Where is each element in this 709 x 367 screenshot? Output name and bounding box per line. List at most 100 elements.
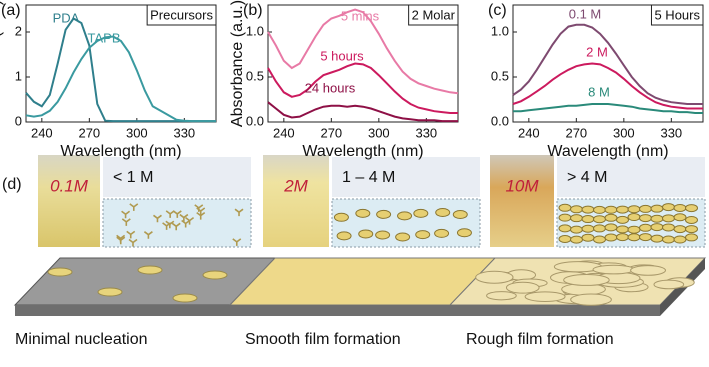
crystal <box>397 211 413 221</box>
crystal <box>558 203 572 212</box>
box-label-frame <box>650 4 704 26</box>
x-tick-label: 240 <box>31 125 53 140</box>
crystal <box>685 204 698 213</box>
x-tick-label: 270 <box>565 125 587 140</box>
crystal <box>685 233 698 242</box>
crystal <box>570 205 583 214</box>
substrate-bare <box>13 257 277 306</box>
y-tick-label: 1.0 <box>491 23 509 38</box>
crystal <box>570 235 583 244</box>
crystal <box>639 233 652 242</box>
y-axis-label: Absorbance (a.u.) <box>0 0 4 127</box>
crystal <box>558 234 572 243</box>
crystal <box>650 204 664 213</box>
crystal <box>375 230 391 240</box>
series-label: 24 hours <box>305 80 356 95</box>
film-crystal <box>202 270 228 280</box>
crystal <box>673 225 687 234</box>
panel-label: (b) <box>243 2 263 19</box>
x-tick-label: 270 <box>78 125 100 140</box>
crystal <box>413 208 429 218</box>
crystal <box>333 212 349 222</box>
range-box <box>103 157 251 197</box>
jar-label: 10M <box>505 176 539 195</box>
nucleus <box>234 208 244 217</box>
crystal <box>604 205 618 214</box>
line-series <box>267 62 458 114</box>
box-label: 2 Molar <box>412 7 456 22</box>
crystal <box>627 225 641 234</box>
crystal <box>639 204 652 213</box>
jar-photo <box>38 155 100 247</box>
crystal <box>336 231 352 241</box>
jar-photo <box>263 155 329 247</box>
x-tick-label: 330 <box>660 125 682 140</box>
crystal <box>558 224 572 233</box>
series-label: 5 mins <box>341 8 380 23</box>
nucleus <box>179 213 189 222</box>
box-label-frame <box>408 4 459 26</box>
line-series <box>512 62 703 110</box>
line-series <box>25 35 216 123</box>
film-crystal <box>570 293 612 306</box>
crystal <box>627 205 641 214</box>
film-crystal <box>97 287 123 297</box>
x-tick-label: 270 <box>320 125 342 140</box>
line-series <box>512 23 703 105</box>
jar-label: 2M <box>283 176 308 195</box>
plot-frame <box>267 4 459 123</box>
particles <box>116 203 698 247</box>
range-box <box>332 157 480 197</box>
jar-label: 0.1M <box>50 176 89 195</box>
jar-photo <box>490 155 554 247</box>
x-tick-label: 300 <box>613 125 635 140</box>
x-axis-label: Wavelength (nm) <box>302 143 423 160</box>
crystal <box>593 205 606 214</box>
crystal <box>395 232 411 242</box>
crystal <box>593 235 606 244</box>
crystal <box>662 235 675 244</box>
series-label: 2 M <box>586 44 608 59</box>
crystal <box>581 215 595 224</box>
series-label: 5 hours <box>320 48 364 63</box>
box-label-frame <box>146 4 217 26</box>
x-tick-label: 330 <box>415 125 437 140</box>
caption: Rough film formation <box>466 331 614 348</box>
film-crystal <box>505 281 540 294</box>
crystal <box>456 228 472 238</box>
y-tick-label: 1.0 <box>246 23 264 38</box>
panel-label: (c) <box>488 2 507 19</box>
nucleus <box>171 222 181 231</box>
box-label: 5 Hours <box>654 7 700 22</box>
panel-label: (d) <box>2 176 22 193</box>
caption: Smooth film formation <box>245 331 401 348</box>
nucleus <box>126 230 136 239</box>
x-tick-label: 240 <box>273 125 295 140</box>
crystal <box>639 223 652 232</box>
crystal <box>627 213 641 222</box>
crystal <box>685 215 698 224</box>
line-series <box>267 101 458 123</box>
crystal <box>604 223 618 232</box>
nucleus <box>143 231 153 239</box>
nucleus <box>128 238 138 247</box>
crystal <box>616 205 629 214</box>
crystal <box>415 230 431 240</box>
nucleus <box>181 219 191 228</box>
y-tick-label: 2 <box>15 23 22 38</box>
series-label: 8 M <box>588 84 610 99</box>
crystal <box>662 214 675 223</box>
y-tick-label: 0.0 <box>491 113 509 128</box>
film-crystal <box>653 279 685 290</box>
film-crystal <box>524 291 566 302</box>
substrate-edge <box>15 305 660 316</box>
film-crystal <box>630 265 666 276</box>
crystal <box>581 224 595 233</box>
film-crystal <box>172 293 198 303</box>
crystal <box>662 203 675 212</box>
crystal <box>650 223 664 232</box>
y-axis-label: Absorbance (a.u.) <box>229 0 246 127</box>
x-axis-label: Wavelength (nm) <box>60 143 181 160</box>
crystal <box>604 213 618 222</box>
